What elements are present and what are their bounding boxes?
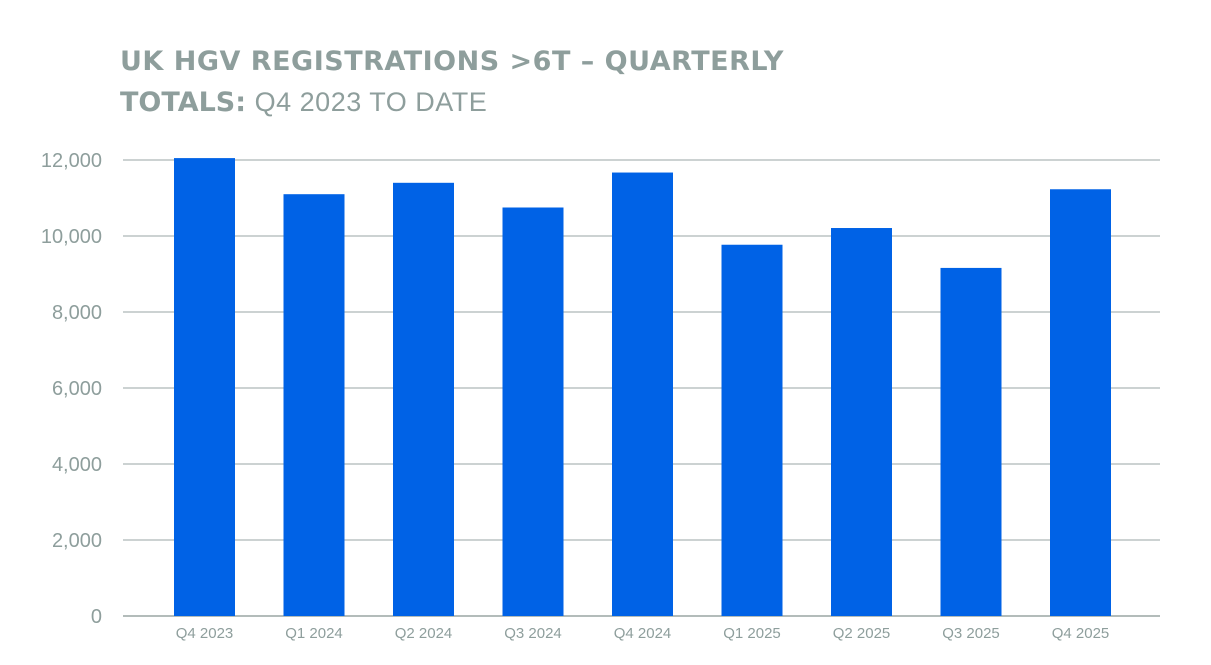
chart-title-bold: TOTALS: (120, 87, 247, 118)
chart-title-line1: UK HGV REGISTRATIONS >6T – QUARTERLY (120, 46, 784, 77)
x-tick-label: Q4 2024 (614, 625, 672, 642)
bar-q4-2024 (612, 172, 673, 617)
y-tick-label: 0 (91, 606, 102, 628)
x-tick-label: Q2 2024 (395, 625, 453, 642)
bar-q1-2024 (283, 194, 345, 616)
bar-q2-2024 (393, 182, 454, 617)
x-tick-label: Q4 2025 (1052, 625, 1110, 642)
bar-q3-2024 (502, 207, 564, 616)
y-tick-label: 8,000 (52, 302, 102, 324)
bar-q4-2025 (1050, 189, 1111, 616)
bar-q4-2023 (174, 158, 235, 616)
y-tick-label: 4,000 (52, 454, 102, 476)
y-axis-ticks: 0 2,000 4,000 6,000 8,000 10,000 12,000 (41, 150, 102, 628)
bars (174, 158, 1111, 617)
x-axis-ticks: Q4 2023 Q1 2024 Q2 2024 Q3 2024 Q4 2024 Q1 20… (176, 625, 1110, 642)
x-tick-label: Q2 2025 (833, 625, 891, 642)
bar-q2-2025 (831, 228, 892, 616)
bar-q1-2025 (721, 244, 783, 617)
y-tick-label: 10,000 (41, 226, 102, 248)
bar-q3-2025 (940, 267, 1002, 616)
chart-title-light: Q4 2023 TO DATE (254, 87, 488, 117)
x-tick-label: Q3 2024 (504, 625, 562, 642)
chart-title-line2: TOTALS: Q4 2023 TO DATE (120, 82, 1120, 123)
y-tick-label: 2,000 (52, 530, 102, 552)
chart-title: UK HGV REGISTRATIONS >6T – QUARTERLY TOT… (120, 42, 1120, 123)
y-tick-label: 6,000 (52, 378, 102, 400)
x-tick-label: Q4 2023 (176, 625, 234, 642)
x-tick-label: Q1 2025 (723, 625, 781, 642)
x-tick-label: Q3 2025 (942, 625, 1000, 642)
y-tick-label: 12,000 (41, 150, 102, 172)
x-tick-label: Q1 2024 (285, 625, 343, 642)
